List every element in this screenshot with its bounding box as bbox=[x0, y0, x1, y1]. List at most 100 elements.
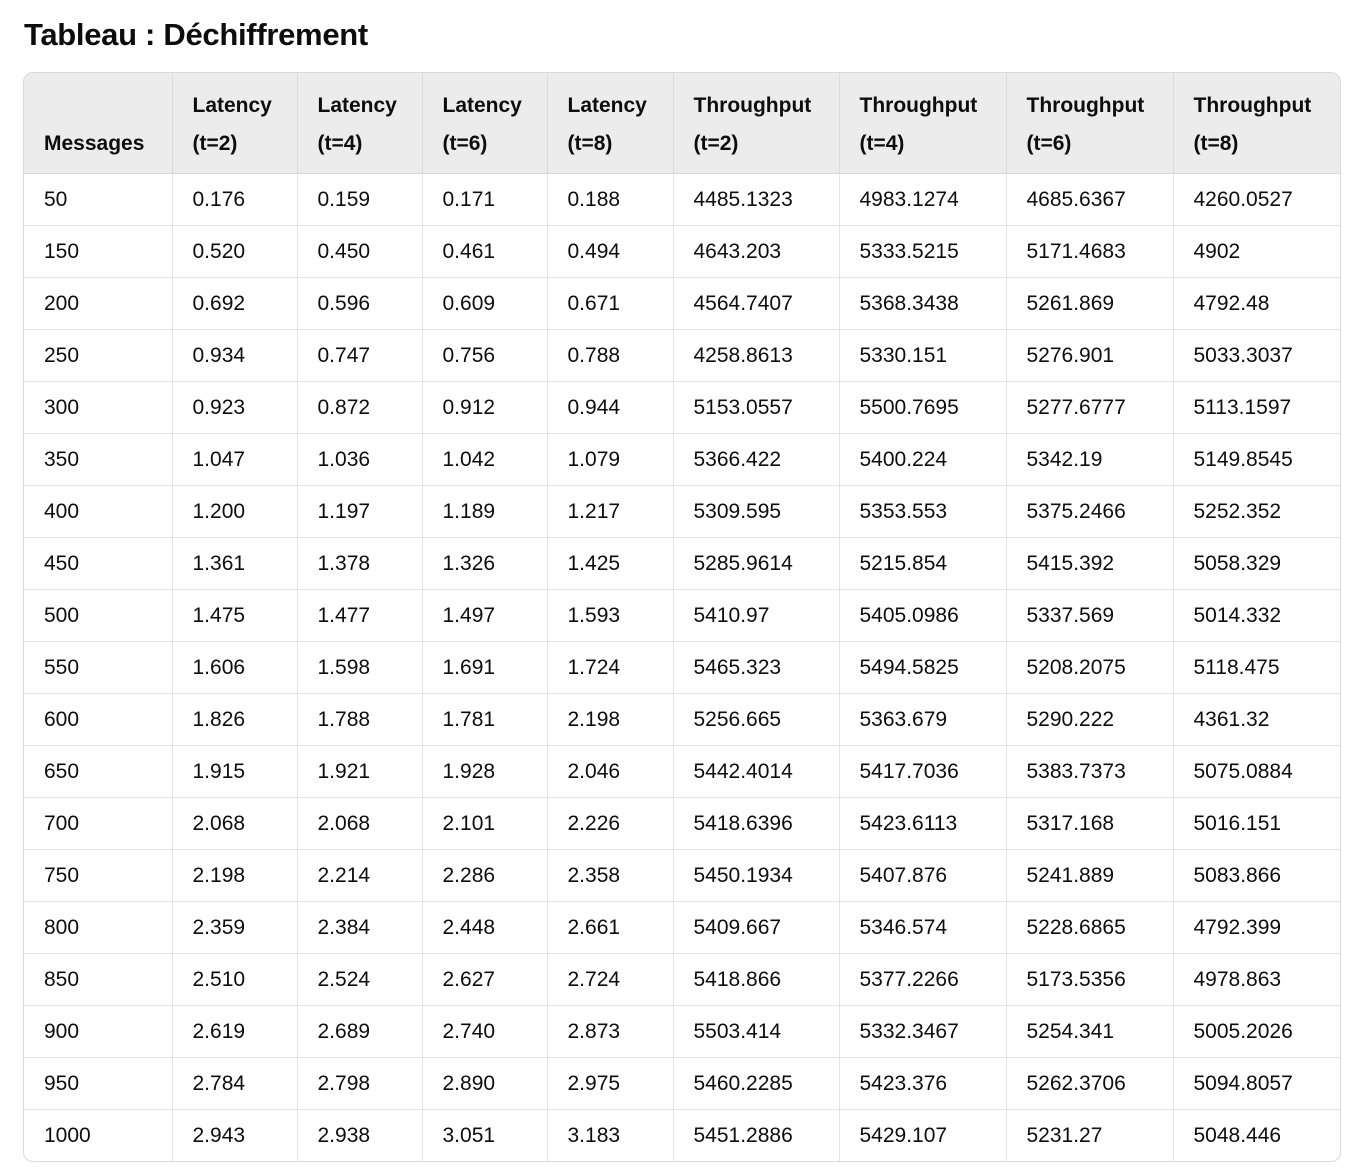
table-cell: 5450.1934 bbox=[673, 849, 840, 902]
table-cell: 1.036 bbox=[297, 433, 423, 486]
table-cell: 5377.2266 bbox=[839, 953, 1007, 1006]
messages-cell: 200 bbox=[24, 277, 173, 330]
column-header: Latency (t=6) bbox=[422, 73, 548, 174]
table-row: 350 1.047 1.036 1.042 1.079 5366.422 5400.224 5… bbox=[24, 433, 1340, 486]
column-header-text: (t=2) bbox=[693, 132, 739, 155]
column-header-text: Throughput bbox=[693, 94, 812, 117]
table-cell: 1.197 bbox=[297, 485, 423, 538]
table-cell: 2.358 bbox=[547, 849, 674, 902]
table-cell: 2.198 bbox=[172, 849, 298, 902]
table-cell: 0.944 bbox=[547, 381, 674, 434]
table-cell: 5465.323 bbox=[673, 641, 840, 694]
table-cell: 2.068 bbox=[172, 797, 298, 850]
table-cell: 5262.3706 bbox=[1006, 1057, 1174, 1110]
table-cell: 0.188 bbox=[547, 173, 674, 226]
table-cell: 5005.2026 bbox=[1173, 1005, 1340, 1058]
table-cell: 5417.7036 bbox=[839, 745, 1007, 798]
table-cell: 2.873 bbox=[547, 1005, 674, 1058]
table-row: 550 1.606 1.598 1.691 1.724 5465.323 5494.5825… bbox=[24, 641, 1340, 694]
table-cell: 5241.889 bbox=[1006, 849, 1174, 902]
table-row: 250 0.934 0.747 0.756 0.788 4258.8613 5330.151… bbox=[24, 329, 1340, 382]
table-cell: 0.176 bbox=[172, 173, 298, 226]
table-cell: 4260.0527 bbox=[1173, 173, 1340, 226]
table-cell: 5368.3438 bbox=[839, 277, 1007, 330]
table-row: 750 2.198 2.214 2.286 2.358 5450.1934 5407.876… bbox=[24, 849, 1340, 902]
table-cell: 5208.2075 bbox=[1006, 641, 1174, 694]
table-cell: 2.226 bbox=[547, 797, 674, 850]
table-row: 800 2.359 2.384 2.448 2.661 5409.667 5346.574 5… bbox=[24, 901, 1340, 954]
messages-cell: 400 bbox=[24, 485, 173, 538]
table-cell: 5333.5215 bbox=[839, 225, 1007, 278]
table-cell: 2.510 bbox=[172, 953, 298, 1006]
table-cell: 0.692 bbox=[172, 277, 298, 330]
table-cell: 3.183 bbox=[547, 1109, 674, 1161]
column-header-text: Latency bbox=[317, 94, 397, 117]
column-header: Throughput (t=8) bbox=[1173, 73, 1340, 174]
table-cell: 5075.0884 bbox=[1173, 745, 1340, 798]
table-cell: 1.606 bbox=[172, 641, 298, 694]
table-cell: 2.890 bbox=[422, 1057, 548, 1110]
table-cell: 5277.6777 bbox=[1006, 381, 1174, 434]
table-row: 450 1.361 1.378 1.326 1.425 5285.9614 5215.854… bbox=[24, 537, 1340, 590]
table-cell: 5409.667 bbox=[673, 901, 840, 954]
table-cell: 0.159 bbox=[297, 173, 423, 226]
table-container: Messages Latency (t=2) Latency (t=4) Latency (… bbox=[23, 72, 1341, 1162]
column-header-text: Latency bbox=[442, 94, 522, 117]
table-cell: 1.593 bbox=[547, 589, 674, 642]
table-cell: 2.943 bbox=[172, 1109, 298, 1161]
column-header-text: Messages bbox=[44, 132, 145, 155]
table-cell: 2.619 bbox=[172, 1005, 298, 1058]
table-cell: 5451.2886 bbox=[673, 1109, 840, 1161]
table-cell: 1.826 bbox=[172, 693, 298, 746]
table-cell: 2.784 bbox=[172, 1057, 298, 1110]
table-cell: 4792.399 bbox=[1173, 901, 1340, 954]
messages-cell: 150 bbox=[24, 225, 173, 278]
table-cell: 0.461 bbox=[422, 225, 548, 278]
table-cell: 1.200 bbox=[172, 485, 298, 538]
table-row: 150 0.520 0.450 0.461 0.494 4643.203 5333.5215… bbox=[24, 225, 1340, 278]
table-cell: 1.189 bbox=[422, 485, 548, 538]
table-cell: 2.740 bbox=[422, 1005, 548, 1058]
table-cell: 1.361 bbox=[172, 537, 298, 590]
table-cell: 4978.863 bbox=[1173, 953, 1340, 1006]
table-cell: 1.497 bbox=[422, 589, 548, 642]
table-cell: 5330.151 bbox=[839, 329, 1007, 382]
column-header-text: (t=6) bbox=[1026, 132, 1072, 155]
table-cell: 2.068 bbox=[297, 797, 423, 850]
table-cell: 5418.6396 bbox=[673, 797, 840, 850]
table-row: 500 1.475 1.477 1.497 1.593 5410.97 5405.0986 5… bbox=[24, 589, 1340, 642]
table-cell: 0.520 bbox=[172, 225, 298, 278]
table-cell: 5118.475 bbox=[1173, 641, 1340, 694]
table-cell: 0.923 bbox=[172, 381, 298, 434]
table-cell: 5083.866 bbox=[1173, 849, 1340, 902]
table-cell: 5094.8057 bbox=[1173, 1057, 1340, 1110]
column-header: Latency (t=2) bbox=[172, 73, 298, 174]
table-cell: 4485.1323 bbox=[673, 173, 840, 226]
table-cell: 1.047 bbox=[172, 433, 298, 486]
table-cell: 5400.224 bbox=[839, 433, 1007, 486]
table-cell: 1.326 bbox=[422, 537, 548, 590]
messages-cell: 450 bbox=[24, 537, 173, 590]
table-cell: 5383.7373 bbox=[1006, 745, 1174, 798]
table-cell: 2.101 bbox=[422, 797, 548, 850]
messages-cell: 50 bbox=[24, 173, 173, 226]
table-row: 650 1.915 1.921 1.928 2.046 5442.4014 5417.703… bbox=[24, 745, 1340, 798]
table-cell: 5429.107 bbox=[839, 1109, 1007, 1161]
table-cell: 2.524 bbox=[297, 953, 423, 1006]
table-row: 950 2.784 2.798 2.890 2.975 5460.2285 5423.376… bbox=[24, 1057, 1340, 1110]
messages-cell: 850 bbox=[24, 953, 173, 1006]
column-header-text: Throughput bbox=[1026, 94, 1145, 117]
table-cell: 5375.2466 bbox=[1006, 485, 1174, 538]
table-cell: 1.217 bbox=[547, 485, 674, 538]
table-cell: 5415.392 bbox=[1006, 537, 1174, 590]
column-header: Throughput (t=6) bbox=[1006, 73, 1174, 174]
table-cell: 5058.329 bbox=[1173, 537, 1340, 590]
table-cell: 2.661 bbox=[547, 901, 674, 954]
messages-cell: 950 bbox=[24, 1057, 173, 1110]
messages-cell: 500 bbox=[24, 589, 173, 642]
table-cell: 2.286 bbox=[422, 849, 548, 902]
table-cell: 0.671 bbox=[547, 277, 674, 330]
messages-cell: 1000 bbox=[24, 1109, 173, 1161]
table-cell: 2.689 bbox=[297, 1005, 423, 1058]
data-table: Messages Latency (t=2) Latency (t=4) Latency (… bbox=[24, 73, 1340, 1161]
